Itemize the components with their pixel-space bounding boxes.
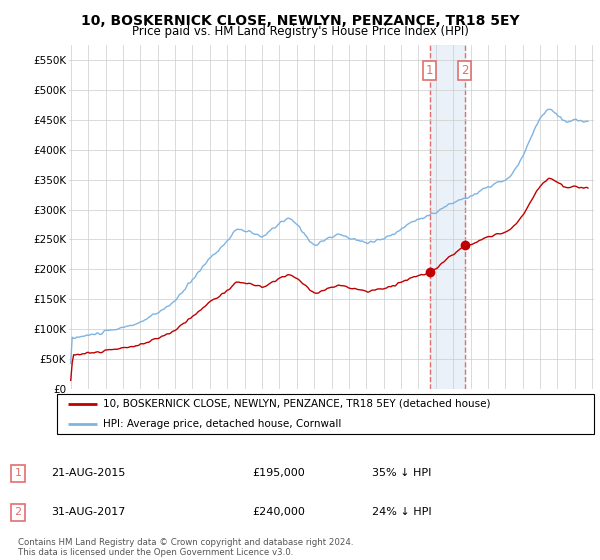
Bar bbox=[430, 45, 464, 389]
Text: 2: 2 bbox=[14, 507, 22, 517]
Text: 24% ↓ HPI: 24% ↓ HPI bbox=[372, 507, 431, 517]
Text: 1: 1 bbox=[426, 64, 433, 77]
Text: 21-AUG-2015: 21-AUG-2015 bbox=[51, 468, 125, 478]
Text: £195,000: £195,000 bbox=[252, 468, 305, 478]
Text: 10, BOSKERNICK CLOSE, NEWLYN, PENZANCE, TR18 5EY (detached house): 10, BOSKERNICK CLOSE, NEWLYN, PENZANCE, … bbox=[103, 399, 490, 409]
Text: 10, BOSKERNICK CLOSE, NEWLYN, PENZANCE, TR18 5EY: 10, BOSKERNICK CLOSE, NEWLYN, PENZANCE, … bbox=[80, 14, 520, 28]
Text: 2: 2 bbox=[461, 64, 469, 77]
Text: Contains HM Land Registry data © Crown copyright and database right 2024.
This d: Contains HM Land Registry data © Crown c… bbox=[18, 538, 353, 557]
Text: 35% ↓ HPI: 35% ↓ HPI bbox=[372, 468, 431, 478]
Text: 31-AUG-2017: 31-AUG-2017 bbox=[51, 507, 125, 517]
Text: 1: 1 bbox=[14, 468, 22, 478]
Text: HPI: Average price, detached house, Cornwall: HPI: Average price, detached house, Corn… bbox=[103, 419, 341, 429]
Text: Price paid vs. HM Land Registry's House Price Index (HPI): Price paid vs. HM Land Registry's House … bbox=[131, 25, 469, 38]
Text: £240,000: £240,000 bbox=[252, 507, 305, 517]
